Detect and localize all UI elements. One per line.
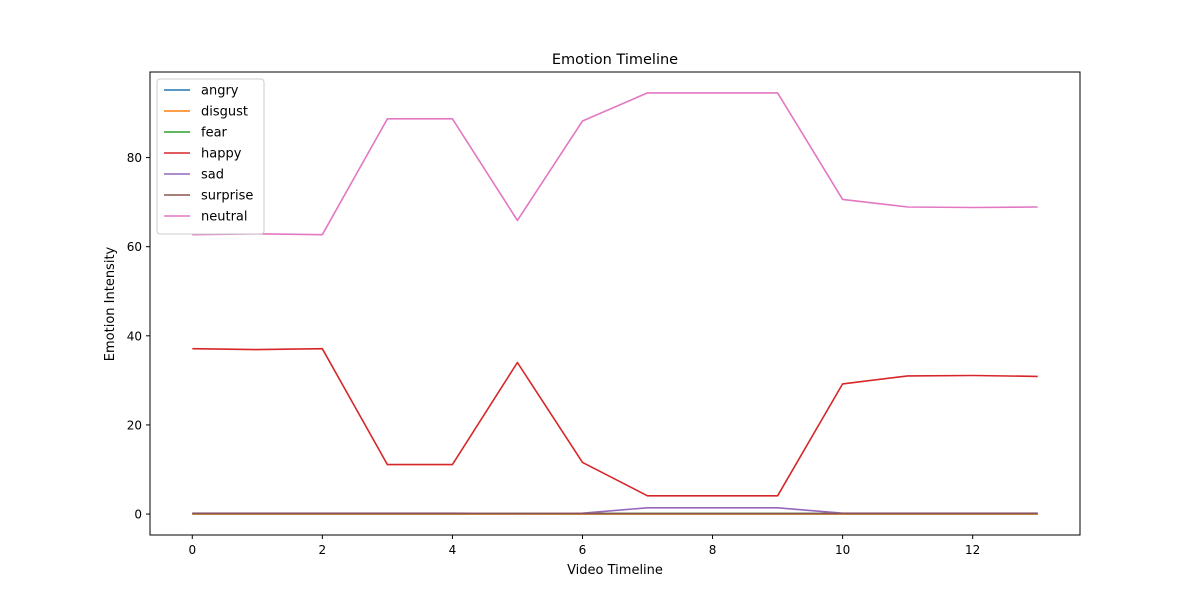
y-tick-label: 0 <box>134 508 142 522</box>
legend-label-fear: fear <box>201 126 228 141</box>
x-axis-label: Video Timeline <box>567 563 663 578</box>
legend-label-surprise: surprise <box>201 189 253 204</box>
y-tick-label: 60 <box>127 240 142 254</box>
y-tick-label: 80 <box>127 151 142 165</box>
plot-frame <box>149 71 1081 536</box>
x-axis-ticks: 0 2 4 6 8 10 12 <box>188 535 980 557</box>
legend: angry disgust fear happy sad surprise neutral <box>156 78 265 235</box>
legend-label-neutral: neutral <box>201 210 248 225</box>
x-tick-label: 12 <box>965 543 980 557</box>
series-line-happy <box>192 347 1038 497</box>
x-tick-label: 6 <box>579 543 587 557</box>
series-line-neutral <box>192 92 1038 236</box>
y-axis-label: Emotion Intensity <box>103 246 118 361</box>
legend-label-disgust: disgust <box>201 105 248 120</box>
legend-label-angry: angry <box>201 84 239 99</box>
series-line-sad <box>192 506 1038 515</box>
x-tick-label: 10 <box>835 543 850 557</box>
y-tick-label: 40 <box>127 329 142 343</box>
legend-label-sad: sad <box>201 168 224 183</box>
x-tick-label: 2 <box>319 543 327 557</box>
x-tick-label: 4 <box>449 543 457 557</box>
chart-title: Emotion Timeline <box>552 52 678 68</box>
x-tick-label: 8 <box>709 543 717 557</box>
x-tick-label: 0 <box>188 543 196 557</box>
y-axis-ticks: 0 20 40 60 80 <box>127 151 150 522</box>
plot-area <box>192 92 1038 515</box>
legend-label-happy: happy <box>201 147 242 162</box>
y-tick-label: 20 <box>127 418 142 432</box>
